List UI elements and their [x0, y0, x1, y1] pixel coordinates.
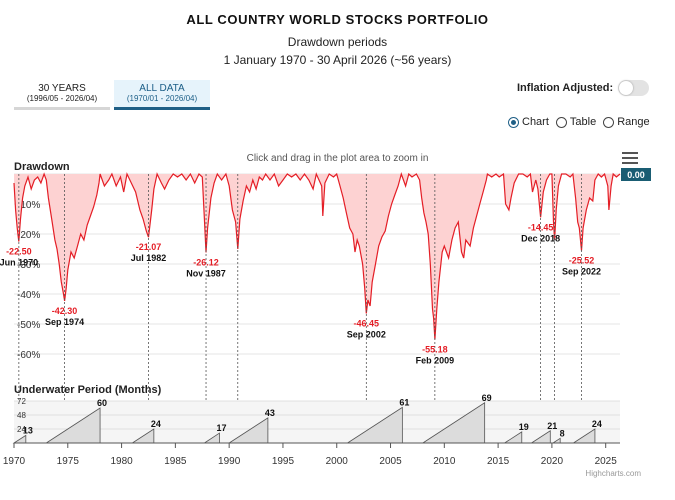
drawdown-annotation-value: -21.07	[136, 242, 162, 252]
drawdown-annotation-date: Feb 2009	[416, 356, 455, 366]
x-axis-label: 2000	[326, 456, 349, 467]
x-axis-label: 2025	[595, 456, 618, 467]
underwater-period-label: 43	[265, 408, 275, 418]
x-axis-label: 1985	[164, 456, 187, 467]
hamburger-menu-icon[interactable]	[622, 152, 638, 166]
radio-chart[interactable]: Chart	[508, 116, 549, 128]
underwater-period-label: 21	[547, 421, 557, 431]
tab-all-data[interactable]: ALL DATA (1970/01 - 2026/04)	[114, 80, 210, 110]
drawdown-annotation-date: Jun 1970	[0, 258, 38, 268]
underwater-period-label: 19	[519, 422, 529, 432]
inflation-adjusted-label: Inflation Adjusted:	[517, 82, 614, 94]
drawdown-annotation-value: -26.12	[193, 257, 219, 267]
drawdown-annotation-date: Dec 2018	[521, 233, 560, 243]
radio-chart-dot[interactable]	[508, 116, 519, 128]
underwater-y-tick: 72	[17, 397, 26, 406]
drawdown-y-tick: -20%	[17, 230, 40, 241]
tab-all-data-range: (1970/01 - 2026/04)	[126, 94, 198, 103]
zoom-hint: Click and drag in the plot area to zoom …	[246, 153, 429, 164]
underwater-period-label: 69	[482, 393, 492, 403]
drawdown-annotation-value: -46.45	[354, 318, 380, 328]
x-axis-label: 1980	[110, 456, 133, 467]
drawdown-annotation-date: Sep 2002	[347, 329, 386, 339]
drawdown-annotation-date: Sep 1974	[45, 317, 84, 327]
current-value-badge	[621, 168, 651, 181]
drawdown-annotation-value: -55.18	[422, 345, 448, 355]
page-title: ALL COUNTRY WORLD STOCKS PORTFOLIO	[186, 12, 489, 27]
current-value-label: 0.00	[627, 170, 645, 180]
page-subtitle: Drawdown periods	[287, 35, 388, 49]
inflation-toggle[interactable]	[618, 80, 649, 96]
drawdown-annotation-date: Jul 1982	[131, 253, 167, 263]
underwater-period-label: 13	[23, 425, 33, 435]
drawdown-panel-title: Drawdown	[14, 161, 70, 173]
period-label: 1 January 1970 - 30 April 2026 (~56 year…	[223, 53, 452, 67]
radio-table[interactable]: Table	[555, 116, 597, 128]
x-axis-label: 1990	[218, 456, 241, 467]
drawdown-y-tick: -30%	[17, 260, 40, 271]
radio-range-dot[interactable]	[603, 116, 615, 128]
underwater-y-tick: 24	[17, 425, 26, 434]
underwater-panel-title: Underwater Period (Months)	[14, 384, 162, 396]
drawdown-annotation-value: -14.45	[528, 222, 554, 232]
drawdown-annotation-date: Nov 1987	[186, 268, 226, 278]
drawdown-annotation-value: -22.50	[6, 247, 32, 257]
x-axis-label: 2020	[541, 456, 564, 467]
x-axis-label: 1975	[57, 456, 80, 467]
x-axis-label: 1995	[272, 456, 295, 467]
x-axis-label: 2015	[487, 456, 510, 467]
view-options: Chart Table Range	[508, 116, 650, 128]
highcharts-credits: Highcharts.com	[585, 469, 641, 478]
drawdown-y-tick: -60%	[17, 350, 40, 361]
radio-range-label: Range	[617, 116, 650, 128]
underwater-period-label: 17	[216, 423, 226, 433]
radio-table-dot[interactable]	[555, 116, 567, 128]
underwater-period-label: 61	[399, 397, 409, 407]
radio-chart-label: Chart	[522, 116, 549, 128]
underwater-period-label: 24	[592, 419, 602, 429]
tab-30-years[interactable]: 30 YEARS (1996/05 - 2026/04)	[14, 80, 110, 110]
underwater-period-label: 60	[97, 398, 107, 408]
radio-table-label: Table	[569, 116, 597, 128]
underwater-period-label: 24	[151, 419, 161, 429]
underwater-y-tick: 48	[17, 411, 26, 420]
underwater-period-label: 8	[560, 428, 565, 438]
x-axis-label: 2010	[433, 456, 456, 467]
drawdown-y-tick: -40%	[17, 290, 40, 301]
drawdown-y-tick: -10%	[17, 200, 40, 211]
tab-30-years-label: 30 YEARS	[38, 83, 86, 94]
toggle-knob	[619, 81, 633, 95]
drawdown-annotation-value: -42.30	[52, 306, 78, 316]
tab-all-data-label: ALL DATA	[139, 83, 185, 94]
drawdown-annotation-date: Sep 2022	[562, 267, 601, 277]
drawdown-line	[13, 171, 621, 340]
drawdown-area	[14, 174, 620, 340]
x-axis-label: 1970	[3, 456, 26, 467]
x-axis-label: 2005	[379, 456, 402, 467]
drawdown-y-tick: -50%	[17, 320, 40, 331]
tab-30-years-range: (1996/05 - 2026/04)	[26, 94, 98, 103]
drawdown-annotation-value: -25.52	[569, 256, 595, 266]
radio-range[interactable]: Range	[603, 116, 650, 128]
